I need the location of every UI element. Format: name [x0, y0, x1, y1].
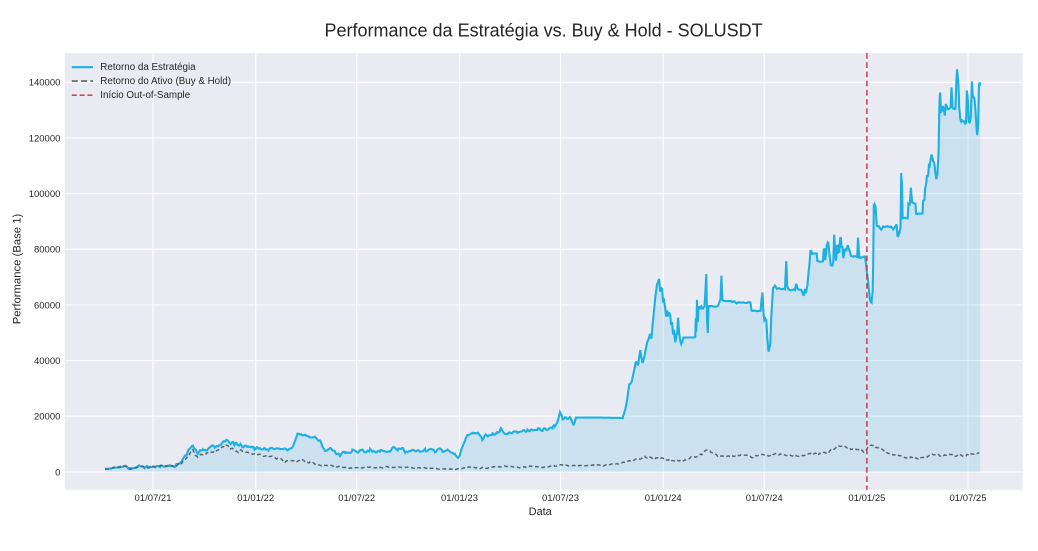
svg-text:80000: 80000 [34, 245, 60, 256]
svg-text:01/07/23: 01/07/23 [542, 493, 579, 504]
svg-text:Performance da Estratégia vs.: Performance da Estratégia vs. Buy & Hold… [325, 21, 763, 41]
svg-text:01/01/24: 01/01/24 [645, 493, 682, 504]
svg-text:Retorno do Ativo (Buy & Hold): Retorno do Ativo (Buy & Hold) [100, 76, 231, 87]
svg-text:120000: 120000 [29, 133, 61, 144]
svg-text:0: 0 [55, 467, 60, 478]
svg-text:Performance (Base 1): Performance (Base 1) [12, 214, 24, 325]
svg-text:Início Out-of-Sample: Início Out-of-Sample [100, 90, 190, 101]
svg-text:01/07/25: 01/07/25 [950, 493, 987, 504]
svg-text:20000: 20000 [34, 412, 60, 423]
svg-text:01/01/25: 01/01/25 [848, 493, 885, 504]
svg-text:01/07/21: 01/07/21 [135, 493, 172, 504]
svg-text:Retorno da Estratégia: Retorno da Estratégia [100, 62, 196, 73]
svg-text:40000: 40000 [34, 356, 60, 367]
svg-text:60000: 60000 [34, 300, 60, 311]
svg-text:01/01/23: 01/01/23 [441, 493, 478, 504]
svg-text:100000: 100000 [29, 189, 61, 200]
svg-text:01/07/22: 01/07/22 [338, 493, 375, 504]
svg-text:01/07/24: 01/07/24 [746, 493, 783, 504]
svg-text:140000: 140000 [29, 78, 61, 89]
svg-text:01/01/22: 01/01/22 [237, 493, 274, 504]
svg-text:Data: Data [529, 506, 553, 518]
